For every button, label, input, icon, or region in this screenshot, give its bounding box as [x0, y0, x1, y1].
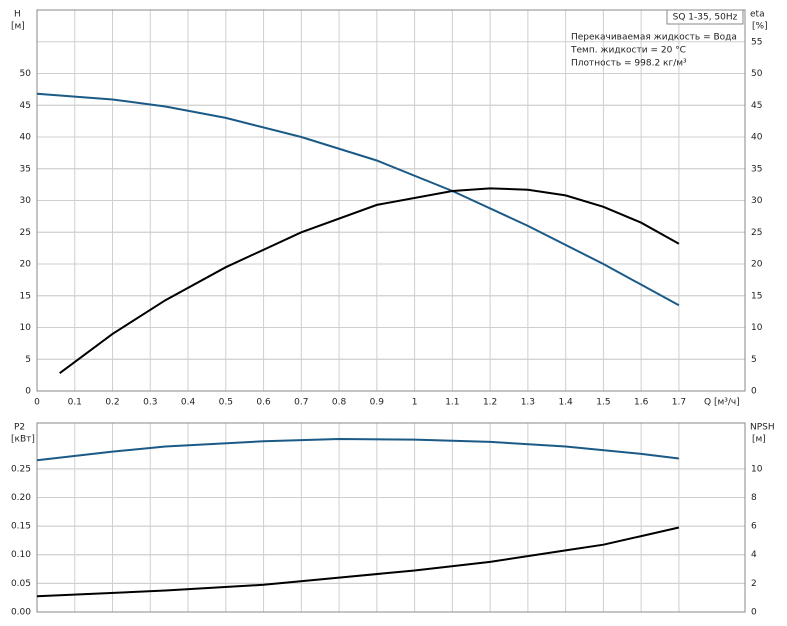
- series-line: [36, 92, 680, 307]
- y2-tick-label: 25: [751, 228, 762, 238]
- x-tick-label: 0.3: [143, 398, 157, 408]
- y2-tick-label: 50: [751, 69, 763, 79]
- x-tick-label: 1.6: [634, 398, 649, 408]
- x-tick-label: 1.2: [483, 398, 497, 408]
- y-tick-label: 5: [25, 355, 31, 365]
- y2-tick-label: 0: [751, 387, 757, 397]
- y-tick-label: 15: [20, 291, 31, 301]
- plot-area: [37, 423, 745, 612]
- y-tick-label: 20: [20, 260, 32, 270]
- legend-box: [666, 9, 744, 25]
- y-axis-unit: [м]: [11, 22, 25, 32]
- y2-tick-label: 15: [751, 291, 762, 301]
- y2-tick-label: 2: [751, 579, 757, 589]
- y-tick-label: 0: [25, 387, 31, 397]
- x-tick-label: 1.1: [445, 398, 459, 408]
- annotation: Перекачиваемая жидкость = Вода: [571, 33, 737, 43]
- x-tick-label: 0.7: [294, 398, 308, 408]
- x-tick-label: 0.4: [181, 398, 196, 408]
- y2-tick-label: 4: [751, 550, 757, 560]
- y-tick-label: 10: [20, 323, 32, 333]
- y-tick-label: 0.05: [11, 579, 31, 589]
- y2-tick-label: 10: [751, 323, 763, 333]
- y-axis-label: H: [14, 10, 21, 20]
- y2-tick-label: 8: [751, 493, 757, 503]
- annotation: Плотность = 998.2 кг/м³: [571, 59, 687, 69]
- y2-tick-label: 40: [751, 133, 763, 143]
- y-tick-label: 35: [20, 164, 31, 174]
- y-tick-label: 0.20: [11, 493, 31, 503]
- x-tick-label: 0.1: [68, 398, 82, 408]
- annotation: Темп. жидкости = 20 °C: [570, 46, 686, 56]
- x-tick-label: 0.8: [332, 398, 347, 408]
- y2-axis-label: eta: [750, 10, 765, 20]
- series-line: [36, 526, 680, 598]
- legend-title: SQ 1-35, 50Hz: [673, 13, 738, 23]
- x-tick-label: 0.5: [219, 398, 233, 408]
- x-tick-label: 1.4: [558, 398, 573, 408]
- x-tick-label: 1.5: [596, 398, 610, 408]
- y2-tick-label: 35: [751, 164, 762, 174]
- y-tick-label: 50: [20, 69, 32, 79]
- x-tick-label: 1: [412, 398, 418, 408]
- y-tick-label: 25: [20, 228, 31, 238]
- y-axis-label: P2: [14, 423, 25, 433]
- y2-axis-unit: [%]: [752, 22, 768, 32]
- y2-axis-label: NPSH: [750, 423, 775, 433]
- x-tick-label: 1.7: [672, 398, 686, 408]
- series-line: [36, 437, 680, 462]
- y2-axis-unit: [м]: [752, 435, 766, 445]
- x-tick-label: 0.2: [105, 398, 119, 408]
- y2-tick-label: 5: [751, 355, 757, 365]
- x-tick-label: 0: [34, 398, 40, 408]
- y2-tick-label: 55: [751, 37, 762, 47]
- plot-frame: [36, 422, 746, 613]
- plot-frame: [36, 9, 746, 392]
- y-axis-unit: [кВт]: [11, 435, 35, 445]
- y-tick-label: 0.25: [11, 464, 31, 474]
- y2-tick-label: 10: [751, 464, 763, 474]
- x-tick-label: 0.9: [370, 398, 385, 408]
- y-tick-label: 30: [20, 196, 32, 206]
- y2-tick-label: 6: [751, 522, 757, 532]
- y2-tick-label: 45: [751, 101, 762, 111]
- y-tick-label: 0.10: [11, 550, 31, 560]
- y-tick-label: 40: [20, 133, 32, 143]
- y-tick-label: 0.15: [11, 522, 31, 532]
- y2-tick-label: 30: [751, 196, 763, 206]
- y-tick-label: 45: [20, 101, 31, 111]
- y2-tick-label: 20: [751, 260, 763, 270]
- y2-tick-label: 0: [751, 608, 757, 618]
- y-tick-label: 0.00: [11, 608, 31, 618]
- x-axis-label: Q [м³/ч]: [704, 398, 740, 408]
- x-tick-label: 1.3: [521, 398, 535, 408]
- series-line: [59, 187, 680, 375]
- x-tick-label: 0.6: [256, 398, 271, 408]
